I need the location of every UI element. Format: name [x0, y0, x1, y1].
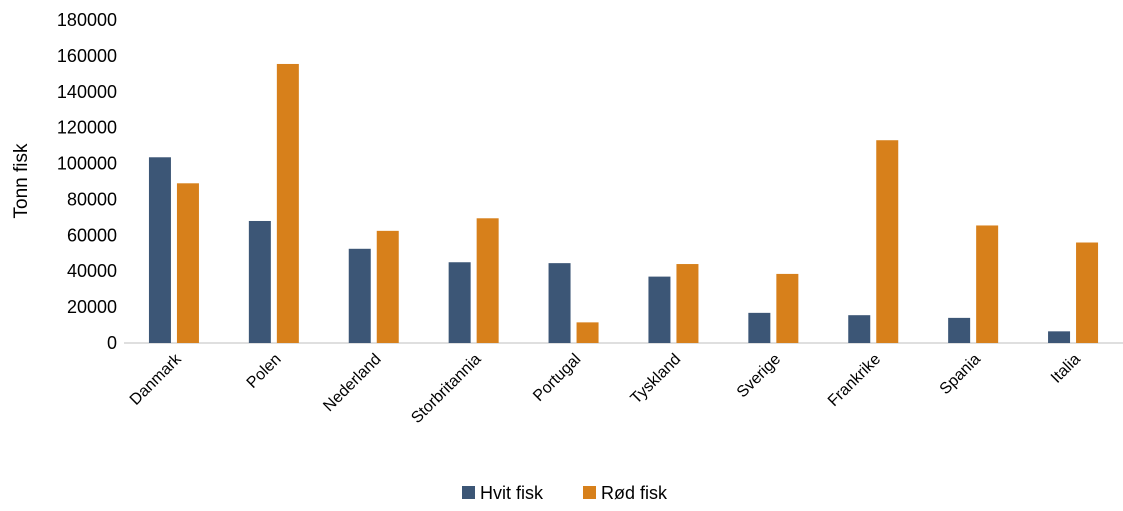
category-label: Polen [244, 351, 285, 392]
y-tick-label: 180000 [57, 10, 117, 30]
y-tick-label: 60000 [67, 225, 117, 245]
legend-swatch [583, 486, 596, 499]
bar-hvit-fisk-storbritannia [448, 262, 471, 343]
bar-hvit-fisk-danmark [148, 157, 171, 343]
bar-hvit-fisk-italia [1048, 331, 1071, 343]
category-label: Tyskland [628, 351, 685, 408]
y-tick-label: 80000 [67, 189, 117, 209]
category-label: Italia [1048, 351, 1084, 387]
bar-rod-fisk-polen [276, 63, 299, 343]
legend-swatch [462, 486, 475, 499]
y-axis-ticks: 0 20000 40000 60000 80000 100000 120000 140000 1… [57, 10, 117, 353]
bar-rod-fisk-sverige [776, 273, 799, 343]
category-labels: Danmark Polen Nederland Storbritannia Portug… [127, 350, 1084, 427]
category-label: Spania [937, 351, 984, 398]
bars-group [148, 63, 1099, 343]
legend: Hvit fisk Rød fisk [462, 483, 668, 503]
bar-hvit-fisk-sverige [748, 312, 771, 343]
bar-rod-fisk-spania [976, 225, 999, 343]
y-tick-label: 100000 [57, 154, 117, 174]
category-label: Frankrike [825, 351, 884, 410]
bar-hvit-fisk-nederland [348, 248, 371, 343]
y-tick-label: 120000 [57, 118, 117, 138]
bar-rod-fisk-tyskland [676, 264, 699, 343]
y-tick-label: 0 [107, 333, 117, 353]
bar-hvit-fisk-frankrike [848, 315, 871, 343]
bar-hvit-fisk-portugal [548, 263, 571, 343]
bar-rod-fisk-danmark [176, 183, 199, 343]
category-label: Storbritannia [408, 351, 484, 427]
category-label: Nederland [320, 351, 384, 415]
y-axis-title: Tonn fisk [11, 143, 32, 218]
bar-hvit-fisk-tyskland [648, 276, 671, 343]
legend-label: Rød fisk [601, 483, 668, 503]
y-tick-label: 140000 [57, 82, 117, 102]
y-tick-label: 40000 [67, 261, 117, 281]
bar-rod-fisk-frankrike [876, 140, 899, 343]
bar-rod-fisk-nederland [376, 230, 399, 343]
bar-rod-fisk-storbritannia [476, 218, 499, 343]
bar-rod-fisk-italia [1076, 242, 1099, 343]
category-label: Danmark [127, 350, 186, 409]
category-label: Sverige [734, 351, 784, 401]
y-tick-label: 20000 [67, 297, 117, 317]
bar-hvit-fisk-polen [248, 220, 271, 343]
category-label: Portugal [530, 351, 584, 405]
legend-label: Hvit fisk [480, 483, 544, 503]
y-tick-label: 160000 [57, 46, 117, 66]
bar-hvit-fisk-spania [948, 317, 971, 343]
bar-rod-fisk-portugal [576, 322, 599, 343]
